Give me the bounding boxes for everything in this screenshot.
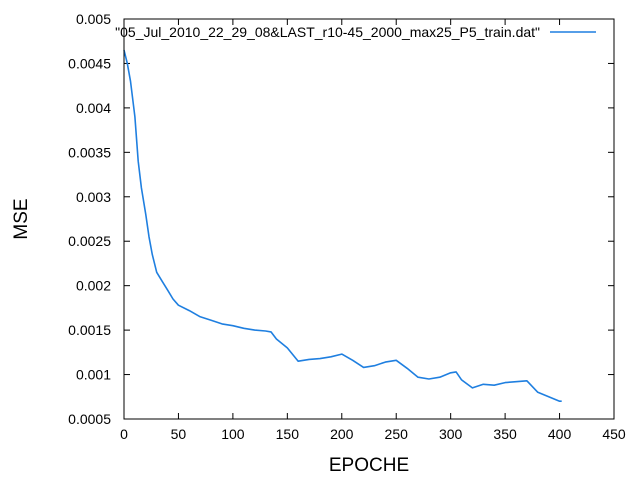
x-tick-label: 250 (385, 426, 409, 442)
x-tick-label: 50 (171, 426, 187, 442)
plot-frame (123, 18, 615, 420)
y-tick-label: 0.004 (76, 100, 111, 116)
legend-label: "05_Jul_2010_22_29_08&LAST_r10-45_2000_m… (115, 24, 540, 40)
x-axis-title: EPOCHE (329, 455, 409, 476)
series-line (123, 49, 562, 402)
y-tick-label: 0.0005 (68, 411, 111, 427)
y-tick-label: 0.0025 (68, 233, 111, 249)
x-tick-label: 350 (493, 426, 517, 442)
x-tick-label: 200 (330, 426, 354, 442)
y-tick-label: 0.003 (76, 189, 111, 205)
tick-labels-layer: 0 50 100 150 200 250 300 350 400 450 0.0005 0.001 0.… (68, 11, 626, 442)
y-tick-label: 0.005 (76, 11, 111, 27)
y-axis-title: MSE (11, 198, 32, 239)
y-tick-label: 0.002 (76, 278, 111, 294)
x-tick-label: 300 (439, 426, 463, 442)
x-tick-label: 400 (548, 426, 572, 442)
x-tick-label: 100 (221, 426, 245, 442)
x-tick-label: 150 (276, 426, 300, 442)
y-tick-label: 0.0045 (68, 55, 111, 71)
x-tick-label: 450 (602, 426, 626, 442)
y-tick-label: 0.0015 (68, 322, 111, 338)
x-tick-label: 0 (120, 426, 128, 442)
y-tick-label: 0.001 (76, 367, 111, 383)
y-tick-label: 0.0035 (68, 144, 111, 160)
